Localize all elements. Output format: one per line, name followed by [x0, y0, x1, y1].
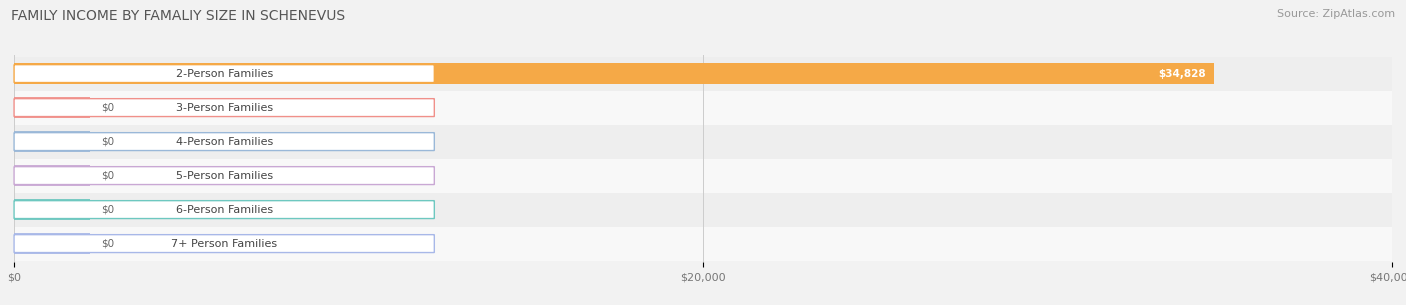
Bar: [14, 125, 1392, 159]
FancyBboxPatch shape: [14, 99, 434, 117]
FancyBboxPatch shape: [14, 201, 434, 219]
Text: Source: ZipAtlas.com: Source: ZipAtlas.com: [1277, 9, 1395, 19]
Bar: [14, 227, 1392, 260]
Bar: [14, 57, 1392, 91]
Text: 4-Person Families: 4-Person Families: [176, 137, 273, 147]
Bar: [14, 192, 1392, 227]
Text: 2-Person Families: 2-Person Families: [176, 69, 273, 79]
Text: $0: $0: [101, 102, 114, 113]
Bar: [14, 97, 90, 118]
Bar: [14, 159, 1392, 192]
Text: $0: $0: [101, 170, 114, 181]
Bar: [14, 199, 90, 220]
FancyBboxPatch shape: [14, 235, 434, 253]
FancyBboxPatch shape: [14, 65, 434, 83]
Text: $0: $0: [101, 205, 114, 215]
Text: $0: $0: [101, 137, 114, 147]
Text: FAMILY INCOME BY FAMALIY SIZE IN SCHENEVUS: FAMILY INCOME BY FAMALIY SIZE IN SCHENEV…: [11, 9, 346, 23]
Text: 7+ Person Families: 7+ Person Families: [172, 239, 277, 249]
Bar: [14, 165, 90, 186]
FancyBboxPatch shape: [14, 167, 434, 185]
Text: 5-Person Families: 5-Person Families: [176, 170, 273, 181]
Text: $34,828: $34,828: [1159, 69, 1205, 79]
Bar: [14, 131, 90, 152]
Bar: [14, 63, 1213, 84]
Text: 6-Person Families: 6-Person Families: [176, 205, 273, 215]
Bar: [14, 91, 1392, 125]
FancyBboxPatch shape: [14, 133, 434, 151]
Bar: [14, 233, 90, 254]
Text: $0: $0: [101, 239, 114, 249]
Text: 3-Person Families: 3-Person Families: [176, 102, 273, 113]
